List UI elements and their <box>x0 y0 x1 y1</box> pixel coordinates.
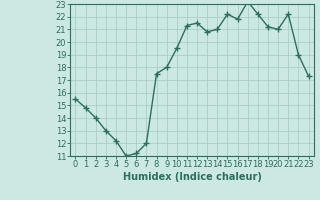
X-axis label: Humidex (Indice chaleur): Humidex (Indice chaleur) <box>123 172 261 182</box>
